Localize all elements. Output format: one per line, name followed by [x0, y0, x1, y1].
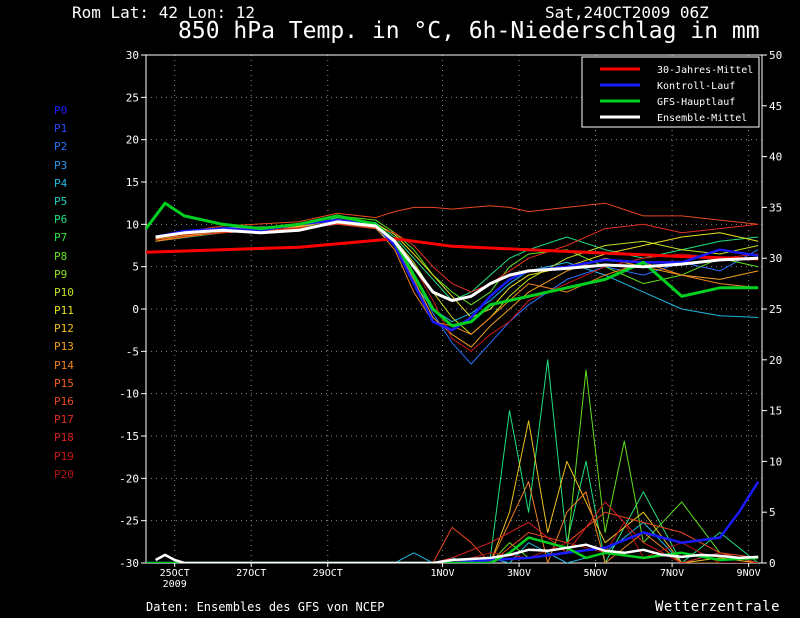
x-tick-label: 25OCT: [160, 568, 190, 579]
temp-line-30-jahres-mittel: [146, 237, 759, 261]
y-left-tick-label: 30: [126, 49, 139, 62]
y-left-tick-label: -20: [119, 472, 139, 485]
member-label-p2: P2: [54, 140, 68, 154]
member-label-p13: P13: [54, 340, 74, 354]
plot-frame: [145, 54, 763, 564]
temp-line-p17: [155, 223, 759, 293]
member-label-p10: P10: [54, 285, 74, 299]
y-left-tick-label: 10: [126, 218, 139, 231]
member-label-p8: P8: [54, 249, 68, 263]
x-tick-label: 1NOV: [430, 568, 454, 579]
precip-line-kontroll-lauf: [146, 481, 760, 563]
precip-line-p6: [146, 359, 759, 563]
temp-line-p2: [155, 219, 759, 365]
member-label-p11: P11: [54, 304, 74, 318]
y-left-tick-label: 0: [132, 303, 139, 316]
y-left-tick-label: -5: [126, 345, 139, 358]
precip-line-ensemble-mittel: [155, 543, 759, 563]
member-label-p0: P0: [54, 104, 68, 117]
member-label-p4: P4: [54, 176, 68, 190]
y-left-tick-label: 15: [126, 176, 139, 189]
ensemble-member-list: P0 P1 P2 P3 P4 P5 P6 P7 P8 P9 P10 P11 P12 P13 P14 P15 P1…: [54, 102, 74, 484]
temp-line-ensemble-mittel: [155, 220, 759, 302]
chart-title: 850 hPa Temp. in °C, 6h-Niederschlag in …: [178, 18, 760, 44]
run-date-label: Sat,24OCT2009 06Z: [545, 3, 709, 22]
legend-label-30-jahres-mittel: 30-Jahres-Mittel: [657, 65, 753, 76]
y-right-tick-label: 0: [769, 557, 776, 570]
y-right-tick-label: 25: [769, 303, 782, 316]
member-label-p20: P20: [54, 467, 74, 481]
y-left-tick-label: 20: [126, 134, 139, 147]
y-right-tick-label: 40: [769, 151, 782, 164]
precip-line-p12: [146, 420, 759, 563]
x-tick-label: 9NOV: [737, 568, 761, 579]
member-label-p7: P7: [54, 231, 68, 245]
series-group: [146, 201, 760, 563]
temp-line-p4: [155, 223, 759, 323]
x-tick-label: 29OCT: [313, 568, 343, 579]
member-label-p12: P12: [54, 322, 74, 336]
legend-label-ensemble-mittel: Ensemble-Mittel: [657, 113, 747, 124]
x-tick-label: 7NOV: [660, 568, 684, 579]
y-right-tick-label: 20: [769, 354, 782, 367]
member-label-p3: P3: [54, 158, 68, 172]
legend-label-gfs-hauptlauf: GFS-Hauptlauf: [657, 97, 735, 108]
precip-line-p8: [146, 369, 759, 563]
y-left-tick-label: 5: [132, 261, 139, 274]
y-left-tick-label: 25: [126, 91, 139, 104]
y-left-tick-label: -15: [119, 430, 139, 443]
data-source-label: Daten: Ensembles des GFS von NCEP: [146, 600, 385, 614]
member-label-p16: P16: [54, 395, 74, 408]
member-label-p19: P19: [54, 449, 74, 463]
x-tick-label: 5NOV: [584, 568, 608, 579]
y-right-tick-label: 15: [769, 405, 782, 418]
y-right-tick-label: 35: [769, 201, 782, 214]
location-label: Rom Lat: 42 Lon: 12: [72, 3, 256, 22]
member-label-p15: P15: [54, 376, 74, 390]
temp-line-kontroll-lauf: [155, 218, 759, 332]
y-right-tick-label: 10: [769, 455, 782, 468]
y-right-tick-label: 45: [769, 100, 782, 113]
precip-line-p4: [146, 521, 759, 563]
member-label-p9: P9: [54, 267, 68, 281]
member-label-p17: P17: [54, 413, 74, 427]
temp-line-gfs-hauptlauf: [146, 201, 759, 328]
precip-line-p14: [146, 481, 759, 563]
temp-line-p16: [155, 202, 759, 237]
member-label-p18: P18: [54, 431, 74, 445]
x-tick-label: 27OCT: [236, 568, 266, 579]
member-label-p5: P5: [54, 194, 68, 208]
member-label-p1: P1: [54, 122, 68, 136]
y-right-tick-label: 30: [769, 252, 782, 265]
y-left-tick-label: -30: [119, 557, 139, 570]
y-right-tick-label: 5: [769, 506, 776, 519]
brand-label: Wetterzentrale: [655, 599, 781, 615]
temp-line-p19: [155, 222, 759, 352]
y-left-tick-label: -10: [119, 388, 139, 401]
member-label-p6: P6: [54, 213, 68, 227]
x-tick-sublabel: 2009: [163, 579, 187, 590]
x-tick-label: 3NOV: [507, 568, 531, 579]
y-right-tick-label: 50: [769, 49, 782, 62]
y-left-tick-label: -25: [119, 515, 139, 528]
legend-label-kontroll-lauf: Kontroll-Lauf: [657, 81, 735, 92]
member-label-p14: P14: [54, 358, 74, 372]
